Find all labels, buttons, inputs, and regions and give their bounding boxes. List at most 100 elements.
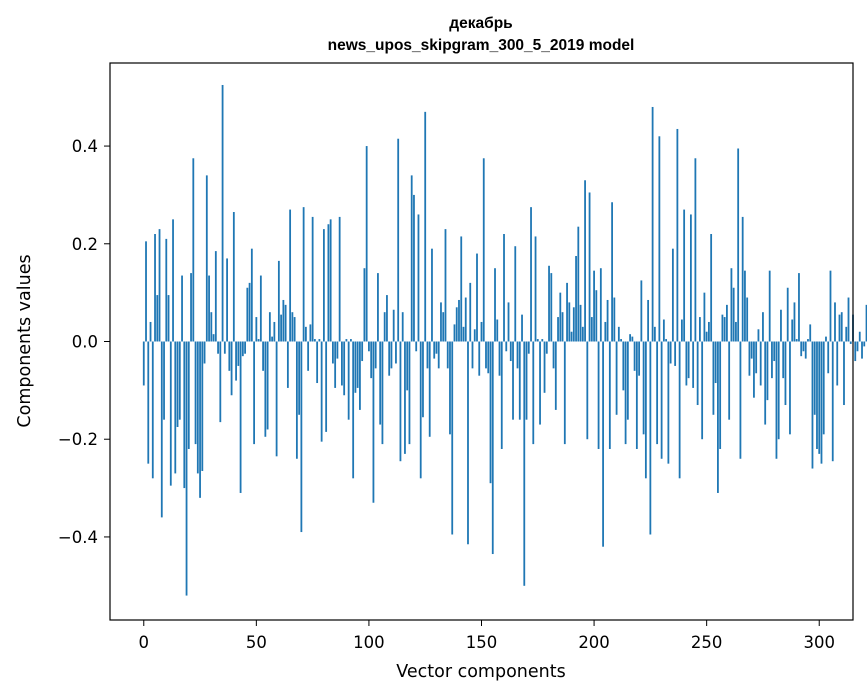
- bar: [302, 207, 305, 342]
- bar: [836, 341, 839, 386]
- bar: [665, 339, 668, 342]
- bar: [748, 341, 751, 376]
- bar: [226, 258, 228, 342]
- bar: [327, 224, 330, 342]
- bar: [581, 326, 584, 342]
- bar: [232, 212, 235, 342]
- bar: [469, 282, 472, 342]
- bar: [221, 84, 224, 342]
- bar: [494, 268, 496, 342]
- bar: [467, 341, 469, 545]
- bar: [183, 341, 186, 489]
- bar: [554, 341, 557, 410]
- bar: [541, 339, 544, 342]
- bar: [680, 319, 683, 342]
- bar: [784, 341, 787, 406]
- bar: [804, 341, 807, 359]
- bar: [401, 312, 404, 342]
- bar: [485, 341, 487, 369]
- bar: [807, 339, 809, 342]
- bar: [717, 341, 719, 493]
- bar: [347, 341, 350, 420]
- bar: [309, 324, 312, 342]
- bar: [363, 268, 366, 342]
- bar: [825, 336, 827, 342]
- bar: [422, 341, 424, 418]
- bar: [244, 341, 246, 354]
- bar: [239, 341, 242, 493]
- bar: [651, 106, 654, 342]
- bar: [268, 312, 271, 342]
- bar: [320, 341, 323, 442]
- bar: [793, 302, 796, 342]
- bar: [595, 290, 598, 342]
- bar: [633, 341, 636, 371]
- bar: [588, 192, 591, 342]
- y-tick-label: −0.4: [58, 528, 98, 547]
- bar: [192, 158, 195, 342]
- bar: [561, 312, 564, 342]
- bar: [669, 341, 672, 364]
- bar: [658, 136, 661, 342]
- bar: [653, 326, 656, 342]
- bar: [678, 341, 681, 479]
- chart-subtitle: news_upos_skipgram_300_5_2019 model: [328, 37, 635, 54]
- bar: [455, 307, 458, 342]
- x-tick-label: 200: [578, 633, 610, 652]
- bar: [322, 229, 325, 342]
- bar: [190, 273, 192, 342]
- bar: [228, 341, 231, 371]
- bar: [861, 341, 863, 359]
- bar: [656, 341, 659, 445]
- y-axis-ticks: −0.4 −0.2 0.0 0.2 0.4: [58, 137, 110, 547]
- bar: [660, 341, 663, 459]
- bar: [271, 336, 274, 342]
- bar: [505, 341, 508, 352]
- bar: [338, 216, 341, 342]
- bar: [359, 341, 361, 410]
- bar: [563, 341, 566, 445]
- bar: [608, 341, 611, 449]
- bar: [726, 304, 728, 342]
- bar: [262, 341, 264, 371]
- bar: [341, 341, 343, 386]
- bar: [295, 341, 298, 459]
- bar: [532, 341, 535, 445]
- bar: [759, 341, 762, 386]
- bar: [858, 331, 861, 342]
- bar: [435, 341, 438, 354]
- bar: [291, 312, 294, 342]
- bar: [638, 341, 641, 376]
- bar: [714, 341, 717, 384]
- bar: [539, 341, 541, 425]
- bar: [521, 314, 523, 342]
- bar: [496, 319, 499, 342]
- bar: [334, 341, 337, 388]
- bar: [275, 341, 278, 457]
- bar: [253, 341, 255, 445]
- bar: [406, 341, 409, 391]
- bar: [370, 341, 373, 379]
- bar: [604, 321, 607, 342]
- bar: [284, 304, 287, 342]
- bar: [813, 341, 816, 415]
- bar: [424, 111, 427, 342]
- bar: [777, 341, 780, 440]
- bar: [304, 326, 307, 342]
- bar: [313, 339, 316, 342]
- bar: [217, 341, 219, 354]
- bar: [552, 341, 555, 369]
- bar: [442, 312, 445, 342]
- bar: [820, 341, 823, 464]
- bar: [590, 317, 593, 342]
- bar: [780, 309, 782, 342]
- bar: [527, 341, 530, 354]
- x-axis-label: Vector components: [396, 662, 565, 682]
- bar: [151, 341, 154, 479]
- bar: [365, 146, 368, 342]
- bar: [169, 341, 172, 486]
- x-tick-label: 0: [139, 633, 150, 652]
- bar: [250, 248, 253, 342]
- bar: [611, 202, 613, 342]
- bar: [476, 253, 478, 342]
